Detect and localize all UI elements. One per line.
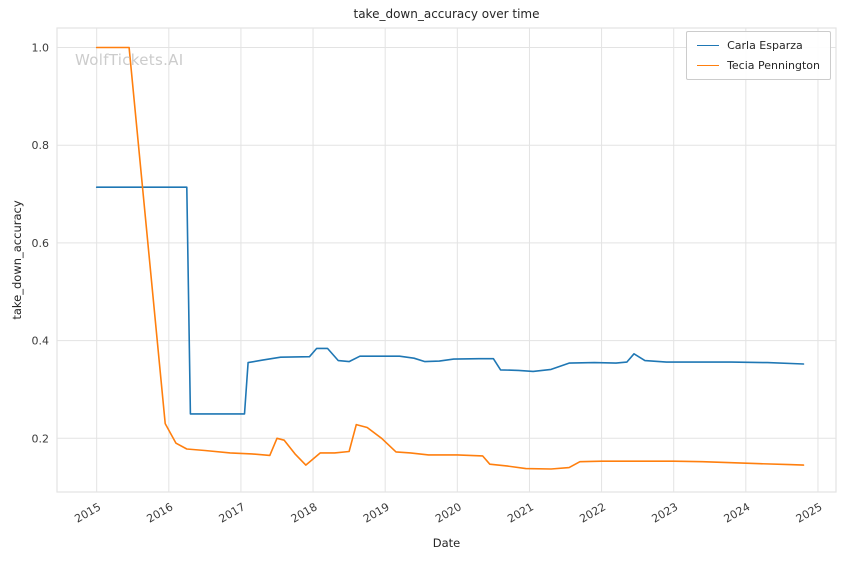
svg-text:2021: 2021	[505, 500, 536, 525]
svg-text:2020: 2020	[433, 500, 464, 525]
svg-text:2015: 2015	[72, 500, 103, 525]
svg-text:2023: 2023	[649, 500, 680, 525]
svg-text:2016: 2016	[145, 500, 176, 525]
svg-text:2018: 2018	[289, 500, 320, 525]
svg-text:2024: 2024	[722, 500, 753, 525]
svg-text:2017: 2017	[217, 500, 248, 525]
legend: Carla Esparza Tecia Pennington	[686, 31, 831, 80]
svg-text:2019: 2019	[361, 500, 392, 525]
legend-item-carla-esparza: Carla Esparza	[697, 39, 820, 52]
y-axis-label: take_down_accuracy	[10, 200, 24, 320]
legend-line-swatch-blue	[697, 45, 720, 46]
watermark: WolfTickets.AI	[75, 51, 184, 69]
legend-item-tecia-pennington: Tecia Pennington	[697, 59, 820, 72]
svg-text:0.8: 0.8	[32, 139, 50, 152]
svg-text:0.4: 0.4	[32, 335, 50, 348]
svg-text:2025: 2025	[794, 500, 825, 525]
legend-label: Carla Esparza	[727, 39, 803, 52]
chart-title: take_down_accuracy over time	[353, 7, 540, 21]
x-axis-label: Date	[432, 536, 461, 550]
legend-label: Tecia Pennington	[727, 59, 820, 72]
svg-text:0.2: 0.2	[32, 432, 50, 445]
svg-text:1.0: 1.0	[32, 42, 50, 55]
legend-line-swatch-orange	[697, 65, 720, 66]
svg-text:0.6: 0.6	[32, 237, 50, 250]
svg-text:2022: 2022	[577, 500, 608, 525]
